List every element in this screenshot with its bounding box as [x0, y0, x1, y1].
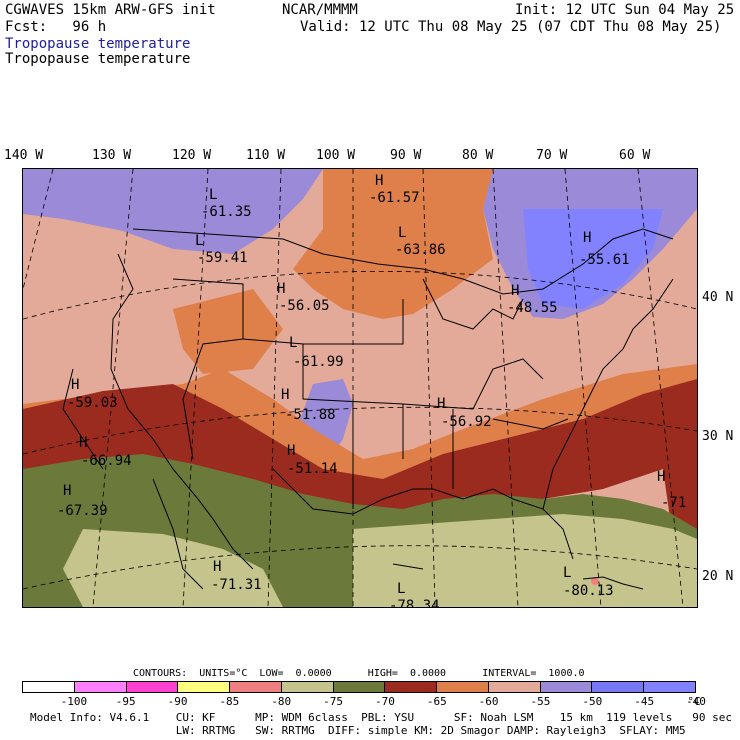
center-labels: L -61.35 H -61.57 L -59.41 L -63.86 H -5… — [57, 173, 686, 607]
center-value: -67.39 — [57, 503, 108, 519]
center-letter: H — [287, 443, 295, 459]
center-letter: L — [195, 233, 203, 249]
color-bar-tick: -100 — [60, 695, 88, 708]
color-bar-swatch — [540, 682, 593, 692]
center-letter: L — [398, 225, 406, 241]
center-value: -63.86 — [395, 242, 446, 258]
center-letter: H — [79, 435, 87, 451]
center-value: -59.41 — [197, 250, 248, 266]
color-bar-tick: -50 — [582, 695, 603, 708]
lat-label: 30 N — [702, 429, 734, 444]
center-value: -59.03 — [67, 395, 118, 411]
color-bar — [22, 681, 696, 693]
color-bar-swatch — [592, 682, 645, 692]
center-name: NCAR/MMMM — [282, 2, 358, 18]
center-letter: H — [281, 387, 289, 403]
color-bar-swatch — [23, 682, 75, 692]
lat-label: 40 N — [702, 290, 734, 305]
map-panel: L -61.35 H -61.57 L -59.41 L -63.86 H -5… — [22, 168, 698, 608]
model-info-line2: LW: RRTMG SW: RRTMG DIFF: simple KM: 2D … — [30, 724, 686, 737]
center-value: -61.35 — [201, 204, 252, 220]
lat-label: 20 N — [702, 569, 734, 584]
color-bar-tick: -45 — [634, 695, 655, 708]
color-bar-tick: -70 — [374, 695, 395, 708]
field-region — [23, 379, 697, 549]
center-value: -78.34 — [389, 598, 440, 607]
center-value: -71 — [661, 495, 686, 511]
graticule — [23, 169, 697, 607]
valid-time: Valid: 12 UTC Thu 08 May 25 (07 CDT Thu … — [300, 19, 722, 35]
color-bar-tick: -55 — [530, 695, 551, 708]
forecast-hour: Fcst: 96 h — [5, 19, 107, 35]
model-title: CGWAVES 15km ARW-GFS init — [5, 2, 216, 18]
model-info-line1: Model Info: V4.6.1 CU: KF MP: WDM 6class… — [30, 711, 732, 724]
color-bar-swatch — [333, 682, 386, 692]
lon-label: 70 W — [536, 148, 568, 163]
center-value: -48.55 — [507, 300, 558, 316]
color-bar-swatch — [74, 682, 127, 692]
field-title-contour: Tropopause temperature — [5, 51, 191, 67]
lon-label: 120 W — [172, 148, 212, 163]
center-value: -56.92 — [441, 414, 492, 430]
center-letter: H — [213, 559, 221, 575]
center-value: -51.14 — [287, 461, 338, 477]
center-value: -51.88 — [285, 407, 336, 423]
field-region — [293, 169, 493, 319]
color-bar-tick: -40 — [686, 695, 706, 708]
lon-label: 90 W — [390, 148, 422, 163]
center-letter: L — [563, 565, 571, 581]
color-bar-swatch — [230, 682, 282, 692]
center-value: -66.94 — [81, 453, 132, 469]
center-value: -61.99 — [293, 354, 344, 370]
center-value: -61.57 — [369, 190, 420, 206]
center-letter: H — [511, 283, 519, 299]
lon-label: 130 W — [92, 148, 132, 163]
center-letter: L — [289, 335, 297, 351]
color-bar-tick: -80 — [271, 695, 292, 708]
center-letter: H — [63, 483, 71, 499]
color-bar-tick: -90 — [167, 695, 188, 708]
field-region — [353, 514, 697, 607]
color-bar-swatch — [437, 682, 489, 692]
center-value: -71.31 — [211, 577, 262, 593]
lon-label: 100 W — [316, 148, 356, 163]
center-letter: H — [583, 230, 591, 246]
boundaries — [62, 228, 674, 590]
field-region — [591, 577, 599, 585]
init-time: Init: 12 UTC Sun 04 May 25 — [515, 2, 735, 18]
center-letter: H — [657, 469, 665, 485]
center-letter: H — [277, 281, 285, 297]
color-bar-tick: -65 — [426, 695, 447, 708]
color-bar-swatch — [178, 682, 231, 692]
lon-label: 140 W — [4, 148, 44, 163]
color-bar-tick: -60 — [478, 695, 499, 708]
color-bar-tick: °C — [687, 695, 701, 708]
color-bar-swatch — [488, 682, 541, 692]
lon-label: 80 W — [462, 148, 494, 163]
color-bar-tick: -85 — [219, 695, 240, 708]
center-letter: L — [397, 581, 405, 597]
color-bar-tick: -95 — [115, 695, 136, 708]
center-letter: L — [209, 187, 217, 203]
field-region — [23, 169, 323, 254]
color-bar-swatch — [644, 682, 695, 692]
center-letter: H — [71, 377, 79, 393]
map-canvas: L -61.35 H -61.57 L -59.41 L -63.86 H -5… — [23, 169, 697, 607]
center-letter: H — [437, 396, 445, 412]
lon-label: 110 W — [246, 148, 286, 163]
center-letter: H — [375, 173, 383, 189]
center-value: -56.05 — [279, 298, 330, 314]
field-title-shaded: Tropopause temperature — [5, 36, 191, 52]
center-value: -80.13 — [563, 583, 614, 599]
color-bar-swatch — [126, 682, 179, 692]
color-bar-tick: -75 — [323, 695, 343, 708]
color-bar-swatch — [281, 682, 334, 692]
field-region — [173, 289, 283, 374]
color-bar-swatch — [385, 682, 438, 692]
lon-label: 60 W — [619, 148, 651, 163]
field-region — [63, 529, 283, 607]
contour-info: CONTOURS: UNITS=°C LOW= 0.0000 HIGH= 0.0… — [133, 668, 585, 679]
center-value: -55.61 — [579, 252, 630, 268]
